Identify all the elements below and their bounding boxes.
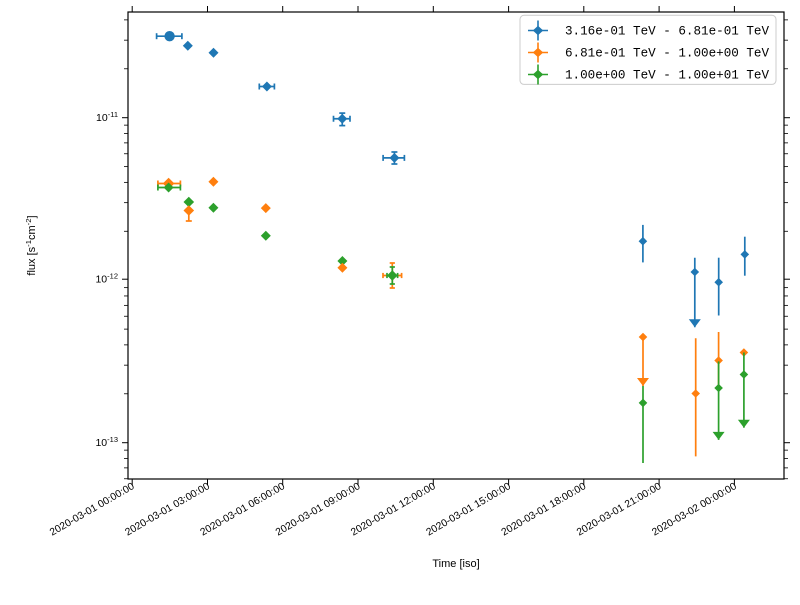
svg-text:1.00e+00 TeV - 1.00e+01 TeV: 1.00e+00 TeV - 1.00e+01 TeV — [565, 68, 769, 82]
svg-text:6.81e-01 TeV - 1.00e+00 TeV: 6.81e-01 TeV - 1.00e+00 TeV — [565, 46, 769, 60]
svg-text:3.16e-01 TeV - 6.81e-01 TeV: 3.16e-01 TeV - 6.81e-01 TeV — [565, 24, 769, 38]
svg-text:Time [iso]: Time [iso] — [432, 558, 479, 570]
